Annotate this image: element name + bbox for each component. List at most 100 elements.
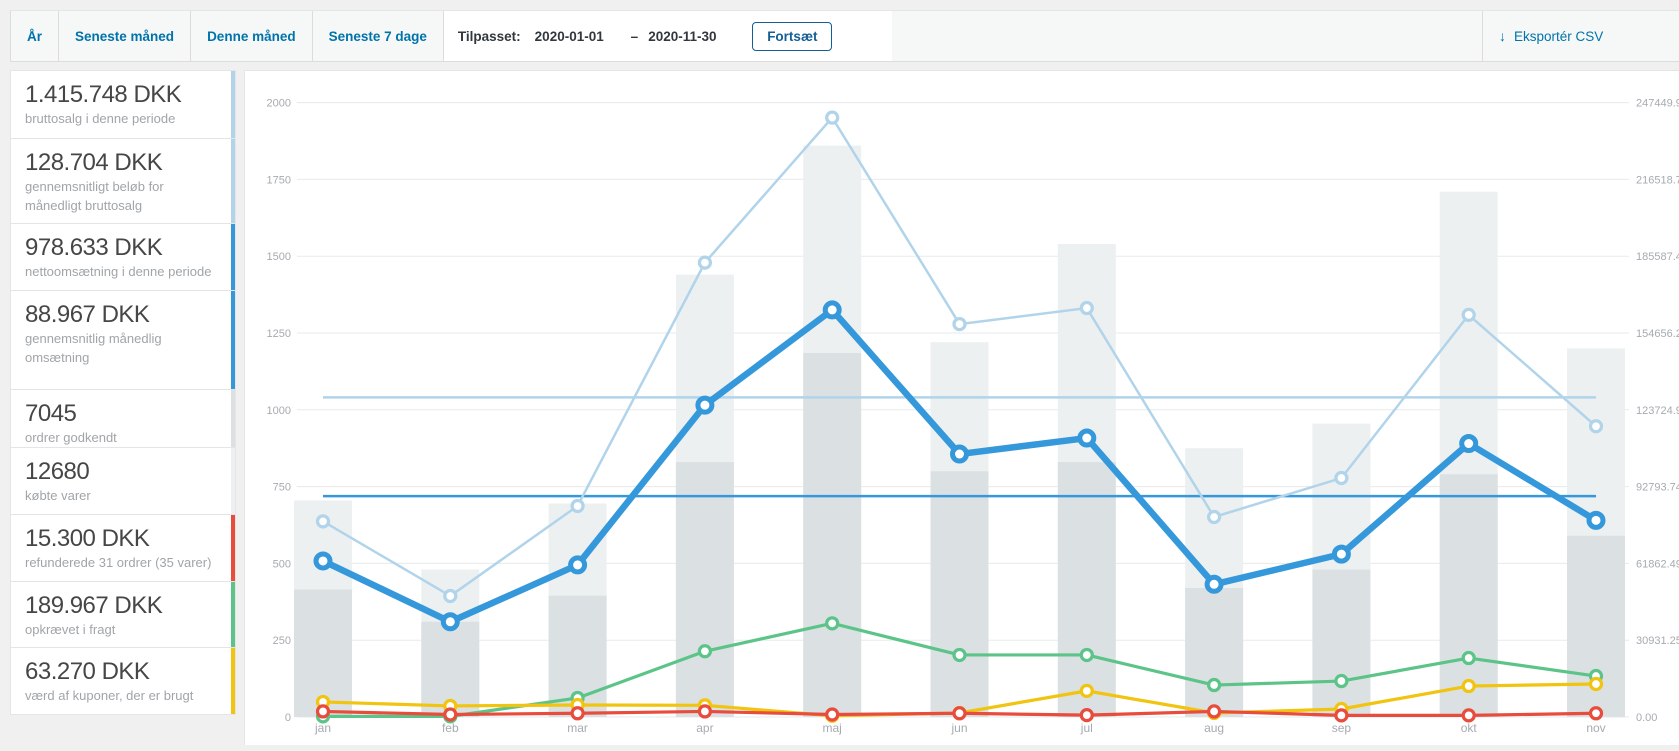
point-opkrævet-i-fragt[interactable] <box>1079 647 1094 663</box>
point-nettoomsætning[interactable] <box>695 395 715 415</box>
legend-value: 15.300 DKK <box>25 525 150 552</box>
point-bruttosalg[interactable] <box>1461 307 1476 323</box>
legend-card[interactable]: 128.704 DKK gennemsnitligt beløb for måne… <box>10 138 236 224</box>
legend-card[interactable]: 978.633 DKK nettoomsætning i denne period… <box>10 223 236 291</box>
x-axis-month-label: feb <box>442 721 459 735</box>
point-refunderede-ordrer[interactable] <box>825 707 840 722</box>
point-nettoomsætning[interactable] <box>1331 544 1351 564</box>
point-opkrævet-i-fragt[interactable] <box>952 647 967 663</box>
point-bruttosalg[interactable] <box>1079 300 1094 316</box>
legend-card[interactable]: 189.967 DKK opkrævet i fragt <box>10 581 236 648</box>
legend-card[interactable]: 88.967 DKK gennemsnitlig månedlig omsætni… <box>10 290 236 390</box>
tab-last-7-days[interactable]: Seneste 7 dage <box>312 11 444 61</box>
legend-card[interactable]: 1.415.748 DKK bruttosalg i denne periode <box>10 70 236 139</box>
point-bruttosalg[interactable] <box>1334 470 1349 486</box>
point-værd-af-kuponer[interactable] <box>1461 678 1476 694</box>
point-nettoomsætning[interactable] <box>1077 428 1097 448</box>
legend-card[interactable]: 15.300 DKK refunderede 31 ordrer (35 vare… <box>10 514 236 582</box>
legend-card[interactable]: 63.270 DKK værd af kuponer, der er brugt <box>10 647 236 715</box>
point-bruttosalg[interactable] <box>1588 419 1604 434</box>
point-bruttosalg[interactable] <box>1206 509 1222 525</box>
point-nettoomsætning[interactable] <box>1204 574 1224 594</box>
point-bruttosalg[interactable] <box>570 498 585 514</box>
download-arrow-icon: ↓ <box>1499 28 1506 44</box>
point-opkrævet-i-fragt[interactable] <box>1461 650 1476 666</box>
left-axis-tick: 1500 <box>267 251 291 263</box>
legend-value: 88.967 DKK <box>25 301 150 328</box>
legend-label: ordrer godkendt <box>25 430 117 445</box>
legend-label: opkrævet i fragt <box>25 622 116 637</box>
point-opkrævet-i-fragt[interactable] <box>1334 673 1349 689</box>
left-axis-tick: 2000 <box>267 98 291 110</box>
left-axis-tick: 1750 <box>267 174 291 186</box>
bar-ordrer-godkendt[interactable] <box>930 471 989 717</box>
point-opkrævet-i-fragt[interactable] <box>697 644 713 659</box>
legend-color-strip <box>231 648 235 714</box>
point-refunderede-ordrer[interactable] <box>570 706 585 721</box>
point-refunderede-ordrer[interactable] <box>443 707 458 722</box>
point-refunderede-ordrer[interactable] <box>1079 708 1094 723</box>
point-refunderede-ordrer[interactable] <box>952 706 967 721</box>
bar-ordrer-godkendt[interactable] <box>675 462 734 717</box>
point-nettoomsætning[interactable] <box>568 555 588 575</box>
right-axis-tick: 123724.98 <box>1636 405 1679 417</box>
point-refunderede-ordrer[interactable] <box>697 704 713 719</box>
point-bruttosalg[interactable] <box>315 514 331 529</box>
point-værd-af-kuponer[interactable] <box>1079 683 1094 699</box>
legend-value: 63.270 DKK <box>25 658 150 685</box>
export-csv-link[interactable]: ↓ Eksportér CSV <box>1482 11 1679 61</box>
date-range-dash: – <box>630 28 639 44</box>
point-nettoomsætning[interactable] <box>822 300 842 320</box>
legend-label: bruttosalg i denne periode <box>25 111 176 126</box>
point-nettoomsætning[interactable] <box>313 551 333 571</box>
legend-card[interactable]: 7045 ordrer godkendt <box>10 389 236 448</box>
point-bruttosalg[interactable] <box>697 255 713 270</box>
left-axis-tick: 250 <box>273 635 291 647</box>
point-nettoomsætning[interactable] <box>440 612 460 632</box>
bar-ordrer-godkendt[interactable] <box>803 352 862 717</box>
left-axis-tick: 1250 <box>267 328 291 340</box>
continue-button[interactable]: Fortsæt <box>752 21 833 51</box>
right-axis-tick: 61862.49 <box>1636 558 1679 570</box>
tab-this-month[interactable]: Denne måned <box>191 11 313 61</box>
point-refunderede-ordrer[interactable] <box>315 704 331 719</box>
legend-label: nettoomsætning i denne periode <box>25 264 212 279</box>
date-to-input[interactable] <box>648 28 735 44</box>
bar-ordrer-godkendt[interactable] <box>1057 462 1116 717</box>
point-bruttosalg[interactable] <box>952 316 967 332</box>
legend-value: 12680 <box>25 458 90 485</box>
legend-card[interactable]: 12680 købte varer <box>10 447 236 515</box>
point-refunderede-ordrer[interactable] <box>1461 708 1476 723</box>
legend-label: værd af kuponer, der er brugt <box>25 688 194 703</box>
custom-range-label: Tilpasset: <box>457 28 521 44</box>
legend-color-strip <box>231 224 235 290</box>
x-axis-month-label: jul <box>1080 721 1093 735</box>
legend-color-strip <box>231 139 235 223</box>
point-nettoomsætning[interactable] <box>1586 510 1606 530</box>
x-axis-month-label: nov <box>1586 721 1605 735</box>
tab-year[interactable]: År <box>10 11 60 61</box>
toolbar-spacer <box>891 11 1482 61</box>
point-refunderede-ordrer[interactable] <box>1206 704 1222 719</box>
date-from-input[interactable] <box>534 28 621 44</box>
point-refunderede-ordrer[interactable] <box>1588 706 1604 721</box>
sales-chart-card: 0 0.00 250 30931.25 500 61862.49 750 92793.74 10… <box>244 70 1679 745</box>
point-værd-af-kuponer[interactable] <box>1588 676 1604 692</box>
bar-ordrer-godkendt[interactable] <box>1312 569 1371 717</box>
legend-value: 7045 <box>25 400 77 427</box>
point-nettoomsætning[interactable] <box>1459 434 1479 454</box>
left-axis-tick: 1000 <box>267 405 291 417</box>
bar-ordrer-godkendt[interactable] <box>1439 474 1498 717</box>
x-axis-month-label: maj <box>823 721 842 735</box>
tab-last-month[interactable]: Seneste måned <box>59 11 192 61</box>
point-bruttosalg[interactable] <box>443 588 458 604</box>
point-opkrævet-i-fragt[interactable] <box>825 616 840 631</box>
bar-ordrer-godkendt[interactable] <box>1185 587 1244 717</box>
sales-chart[interactable]: 0 0.00 250 30931.25 500 61862.49 750 92793.74 10… <box>245 71 1679 746</box>
point-nettoomsætning[interactable] <box>950 444 969 464</box>
right-axis-tick: 247449.96 <box>1636 98 1679 110</box>
point-refunderede-ordrer[interactable] <box>1334 708 1349 723</box>
point-bruttosalg[interactable] <box>825 110 840 125</box>
legend-color-strip <box>231 291 235 389</box>
point-opkrævet-i-fragt[interactable] <box>1206 677 1222 693</box>
